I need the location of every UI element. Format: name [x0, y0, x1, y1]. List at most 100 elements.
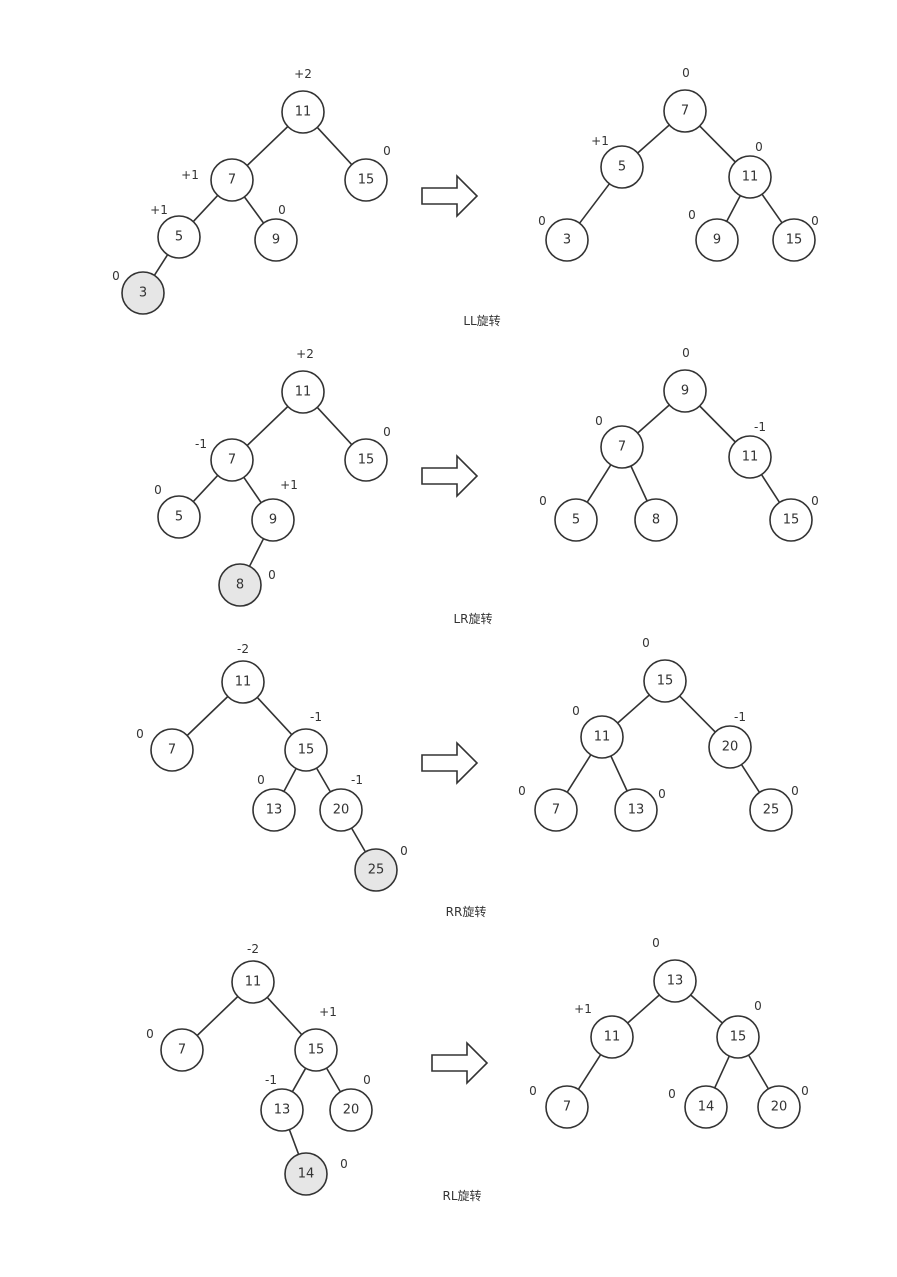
- right-arrow-icon: [421, 454, 479, 498]
- tree-node: 11 0: [572, 704, 624, 759]
- node-label: 8: [652, 513, 660, 528]
- inserted-node-circle: [218, 563, 262, 607]
- balance-factor: -1: [195, 437, 207, 451]
- tree-node: 11 0: [728, 140, 772, 199]
- node-circle: [663, 89, 707, 133]
- node-label: 15: [786, 233, 803, 248]
- node-circle: [653, 959, 697, 1003]
- balance-factor: 0: [668, 1087, 676, 1101]
- tree-edge: [283, 768, 297, 792]
- balance-factor: 0: [363, 1073, 371, 1087]
- inserted-node-circle: [121, 271, 165, 315]
- balance-factor: 0: [268, 568, 276, 582]
- balance-factor: 0: [112, 269, 120, 283]
- tree-node: 14 0: [284, 1152, 348, 1196]
- tree-edge: [586, 464, 612, 503]
- node-label: 15: [358, 173, 375, 188]
- tree-node: 70: [518, 784, 578, 832]
- tree-node: 90: [254, 203, 298, 262]
- right-arrow-icon: [421, 174, 479, 218]
- tree-edge: [566, 754, 592, 793]
- node-label: 25: [368, 863, 385, 878]
- node-label: 11: [245, 975, 262, 990]
- balance-factor: 0: [811, 494, 819, 508]
- node-circle: [329, 1088, 373, 1132]
- node-label: 5: [572, 513, 580, 528]
- node-label: 11: [235, 675, 252, 690]
- node-label: 11: [295, 385, 312, 400]
- node-circle: [150, 728, 194, 772]
- node-label: 11: [742, 450, 759, 465]
- tree-node: 15 0: [716, 999, 762, 1059]
- tree-edge: [192, 194, 219, 223]
- balance-factor: 0: [278, 203, 286, 217]
- node-label: 5: [618, 160, 626, 175]
- balance-factor: 0: [652, 936, 660, 950]
- tree-node: 15 0: [769, 494, 819, 542]
- tree-edge: [266, 996, 303, 1036]
- tree-edge: [196, 995, 239, 1037]
- node-label: 25: [763, 803, 780, 818]
- tree-node: 20 -1: [319, 773, 363, 832]
- node-circle: [251, 498, 295, 542]
- tree-node: 70: [136, 727, 194, 772]
- tree-node: 11 +1: [574, 1002, 634, 1059]
- balance-factor: 0: [791, 784, 799, 798]
- tree-edge: [761, 193, 783, 224]
- node-label: 20: [771, 1100, 788, 1115]
- tree-edge: [760, 474, 781, 503]
- node-label: 7: [228, 173, 236, 188]
- tree-node: 11 -2: [231, 942, 275, 1004]
- balance-factor: 0: [340, 1157, 348, 1171]
- tree-edge: [637, 124, 670, 154]
- tree-node: 7 +1: [181, 158, 254, 202]
- balance-factor: +1: [150, 203, 168, 217]
- node-circle: [294, 1028, 338, 1072]
- node-circle: [344, 438, 388, 482]
- tree-edge: [256, 696, 293, 736]
- node-circle: [254, 218, 298, 262]
- tree-edge: [291, 1067, 307, 1093]
- tree-node: 14 0: [668, 1085, 728, 1129]
- tree-edge: [316, 126, 353, 166]
- tree-edge: [243, 476, 262, 504]
- node-label: 3: [563, 233, 571, 248]
- node-label: 20: [343, 1103, 360, 1118]
- node-circle: [344, 158, 388, 202]
- rotation-caption: RL旋转: [442, 1188, 481, 1203]
- balance-factor: 0: [801, 1084, 809, 1098]
- tree-edge: [186, 695, 229, 737]
- balance-factor: 0: [383, 425, 391, 439]
- node-label: 7: [552, 803, 560, 818]
- node-label: 11: [295, 105, 312, 120]
- tree-node: 11 -1: [728, 420, 772, 479]
- balance-factor: -1: [734, 710, 746, 724]
- tree-node: 15 -1: [284, 710, 328, 772]
- balance-factor: 0: [538, 214, 546, 228]
- tree-edge: [637, 404, 670, 434]
- rotation-caption: LL旋转: [463, 313, 500, 328]
- node-circle: [281, 370, 325, 414]
- node-label: 9: [681, 384, 689, 399]
- node-circle: [157, 215, 201, 259]
- tree-node: 70: [663, 66, 707, 133]
- tree-node: 11 +2: [281, 67, 325, 134]
- balance-factor: +1: [574, 1002, 592, 1016]
- balance-factor: -2: [247, 942, 259, 956]
- node-circle: [749, 788, 793, 832]
- node-label: 15: [298, 743, 315, 758]
- tree-edge: [747, 1054, 770, 1090]
- balance-factor: -1: [351, 773, 363, 787]
- node-circle: [252, 788, 296, 832]
- node-circle: [281, 90, 325, 134]
- node-circle: [221, 660, 265, 704]
- balance-factor: +1: [591, 134, 609, 148]
- node-circle: [157, 495, 201, 539]
- balance-factor: 0: [136, 727, 144, 741]
- node-circle: [769, 498, 813, 542]
- balance-factor: 0: [518, 784, 526, 798]
- node-label: 13: [266, 803, 283, 818]
